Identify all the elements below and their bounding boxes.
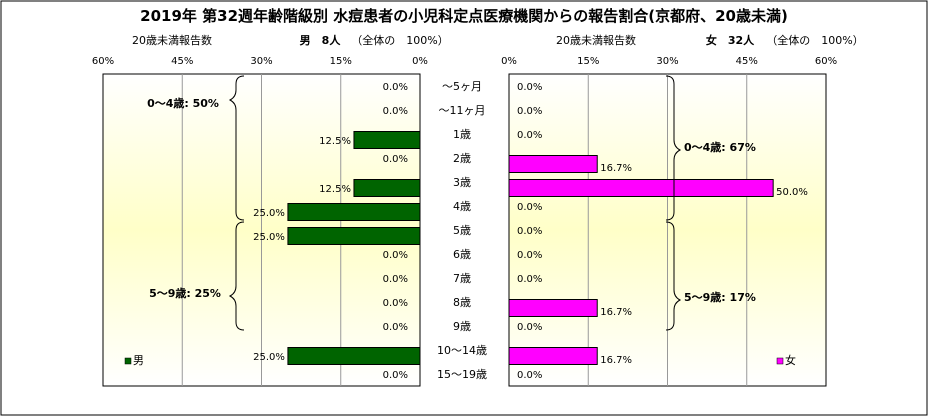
male-bar xyxy=(353,131,421,149)
age-category-label: 1歳 xyxy=(453,128,471,141)
female-bar xyxy=(508,155,598,173)
female-value-label: 16.7% xyxy=(600,355,632,366)
female-value-label: 0.0% xyxy=(517,226,542,237)
male-bar xyxy=(287,203,421,221)
male-brace-0-4 xyxy=(228,75,245,221)
female-brace-0-4 xyxy=(665,75,682,221)
female-header: 女 32人 xyxy=(706,33,755,47)
female-value-label: 0.0% xyxy=(517,250,542,261)
female-tick-label: 30% xyxy=(656,56,678,67)
male-tick-label: 60% xyxy=(92,56,114,67)
male-value-label: 12.5% xyxy=(319,136,351,147)
male-tick-label: 45% xyxy=(171,56,193,67)
female-legend-swatch xyxy=(776,357,784,365)
age-category-label: 4歳 xyxy=(453,200,471,213)
male-value-label: 12.5% xyxy=(319,184,351,195)
age-category-label: 6歳 xyxy=(453,248,471,261)
female-value-label: 0.0% xyxy=(517,322,542,333)
female-tick-label: 60% xyxy=(815,56,837,67)
female-group-label-5-9: 5～9歳: 17% xyxy=(684,290,756,304)
female-bar xyxy=(508,299,598,317)
age-category-label: 7歳 xyxy=(453,272,471,285)
male-value-label: 25.0% xyxy=(253,208,285,219)
male-brace-5-9 xyxy=(228,221,245,331)
age-category-label: 15～19歳 xyxy=(437,368,487,381)
male-value-label: 0.0% xyxy=(383,322,408,333)
female-bar xyxy=(508,347,598,365)
female-value-label: 0.0% xyxy=(517,202,542,213)
female-group-label-0-4: 0～4歳: 67% xyxy=(684,140,756,154)
male-legend-swatch xyxy=(124,357,132,365)
female-value-label: 0.0% xyxy=(517,82,542,93)
male-value-label: 0.0% xyxy=(383,82,408,93)
male-value-label: 25.0% xyxy=(253,232,285,243)
female-tick-label: 45% xyxy=(736,56,758,67)
female-value-label: 0.0% xyxy=(517,106,542,117)
male-bar xyxy=(287,227,421,245)
male-tick-label: 30% xyxy=(250,56,272,67)
male-value-label: 0.0% xyxy=(383,154,408,165)
male-group-label-0-4: 0～4歳: 50% xyxy=(147,96,219,110)
male-bar xyxy=(287,347,421,365)
female-value-label: 16.7% xyxy=(600,307,632,318)
male-value-label: 0.0% xyxy=(383,274,408,285)
age-category-label: 9歳 xyxy=(453,320,471,333)
female-value-label: 50.0% xyxy=(776,187,808,198)
female-legend-label: 女 xyxy=(785,353,796,367)
male-value-label: 0.0% xyxy=(383,250,408,261)
male-value-label: 0.0% xyxy=(383,106,408,117)
male-value-label: 0.0% xyxy=(383,370,408,381)
female-brace-5-9 xyxy=(665,221,682,331)
age-category-label: 2歳 xyxy=(453,152,471,165)
age-category-label: 8歳 xyxy=(453,296,471,309)
female-value-label: 0.0% xyxy=(517,130,542,141)
male-tick-label: 15% xyxy=(330,56,352,67)
female-bar xyxy=(508,179,774,197)
male-value-label: 25.0% xyxy=(253,352,285,363)
male-total-note: （全体の 100%） xyxy=(351,33,448,47)
male-bar xyxy=(353,179,421,197)
female-axis-label: 20歳未満報告数 xyxy=(556,34,636,47)
male-axis-label: 20歳未満報告数 xyxy=(132,34,212,47)
female-value-label: 0.0% xyxy=(517,370,542,381)
male-tick-label: 0% xyxy=(412,56,428,67)
female-value-label: 0.0% xyxy=(517,274,542,285)
female-value-label: 16.7% xyxy=(600,163,632,174)
age-category-label: 10～14歳 xyxy=(437,344,487,357)
age-category-label: 5歳 xyxy=(453,224,471,237)
age-category-label: ～11ヶ月 xyxy=(439,104,486,117)
female-total-note: （全体の 100%） xyxy=(766,33,863,47)
male-value-label: 0.0% xyxy=(383,298,408,309)
male-legend-label: 男 xyxy=(133,354,144,367)
male-group-label-5-9: 5～9歳: 25% xyxy=(149,286,221,300)
male-header: 男 8人 xyxy=(300,33,342,47)
age-category-label: 3歳 xyxy=(453,176,471,189)
female-tick-label: 0% xyxy=(501,56,517,67)
chart-title: 2019年 第32週年齢階級別 水痘患者の小児科定点医療機関からの報告割合(京都… xyxy=(140,7,788,25)
female-tick-label: 15% xyxy=(577,56,599,67)
age-category-label: ～5ヶ月 xyxy=(442,80,482,93)
